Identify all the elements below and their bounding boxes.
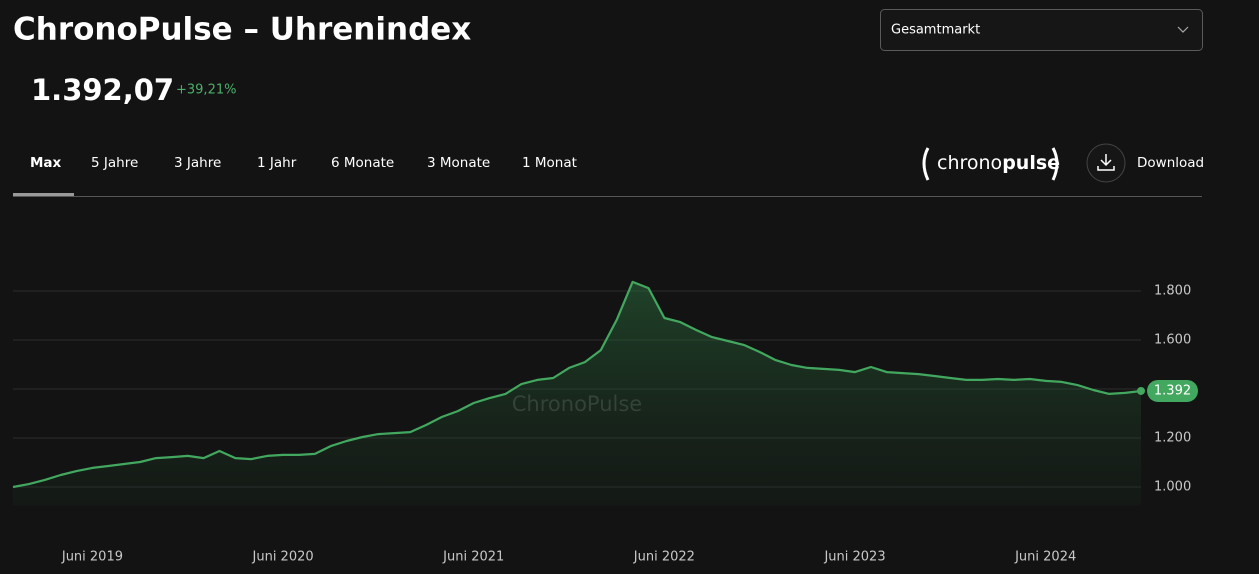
x-tick-label: Juni 2021 bbox=[442, 550, 504, 565]
logo-bracket bbox=[1051, 147, 1059, 181]
y-tick-label: 1.800 bbox=[1154, 284, 1191, 299]
dropdown-label[interactable]: Gesamtmarkt bbox=[891, 23, 980, 38]
x-tick-label: Juni 2019 bbox=[61, 550, 123, 565]
logo: chronopulse bbox=[922, 147, 1060, 181]
logo-text: chronopulse bbox=[937, 152, 1060, 174]
download-label[interactable]: Download bbox=[1137, 155, 1204, 171]
logo-bracket bbox=[922, 147, 930, 181]
dropdown[interactable]: Gesamtmarkt bbox=[880, 9, 1203, 51]
tab[interactable]: 3 Monate bbox=[427, 155, 490, 171]
tab[interactable]: 5 Jahre bbox=[91, 155, 138, 171]
logo-part: chrono bbox=[937, 152, 1002, 174]
x-tick-label: Juni 2022 bbox=[633, 550, 695, 565]
title: ChronoPulse – Uhrenindex bbox=[13, 12, 471, 48]
tab[interactable]: Max bbox=[30, 155, 62, 171]
tab[interactable]: 1 Monat bbox=[522, 155, 577, 171]
tab[interactable]: 1 Jahr bbox=[257, 155, 297, 171]
logo-part: pulse bbox=[1002, 152, 1060, 174]
current-label: 1.392 bbox=[1154, 383, 1191, 398]
end-point bbox=[1137, 386, 1145, 395]
y-tick-label: 1.200 bbox=[1154, 431, 1191, 446]
x-tick-label: Juni 2023 bbox=[823, 550, 885, 565]
active-tab-indicator bbox=[13, 193, 74, 196]
area-fill bbox=[13, 281, 1141, 506]
dropdown-chevron[interactable] bbox=[1177, 26, 1189, 33]
tabs: Max 5 Jahre 3 Jahre 1 Jahr 6 Monate 3 Monate 1… bbox=[30, 155, 577, 171]
x-tick-label: Juni 2024 bbox=[1014, 550, 1076, 565]
index-value: 1.392,07 bbox=[31, 73, 174, 107]
line bbox=[12, 280, 1142, 489]
tab[interactable]: 6 Monate bbox=[331, 155, 394, 171]
download-button[interactable]: Download bbox=[1086, 143, 1204, 183]
x-tick-label: Juni 2020 bbox=[252, 550, 314, 565]
download-icon[interactable] bbox=[1097, 154, 1115, 171]
y-tick-label: 1.000 bbox=[1154, 480, 1191, 495]
dropdown-box[interactable] bbox=[880, 9, 1203, 51]
change: +39,21% bbox=[176, 83, 236, 98]
current-badge bbox=[1147, 379, 1198, 402]
tab[interactable]: 3 Jahre bbox=[174, 155, 221, 171]
y-tick-label: 1.600 bbox=[1154, 333, 1191, 348]
